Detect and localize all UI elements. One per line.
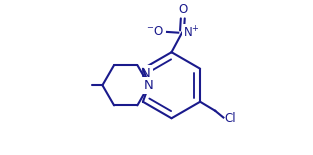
Text: $^{-}$O: $^{-}$O bbox=[146, 25, 164, 38]
Text: N: N bbox=[144, 79, 154, 92]
Text: N$^{+}$: N$^{+}$ bbox=[183, 25, 200, 40]
Text: N: N bbox=[141, 67, 151, 80]
Text: Cl: Cl bbox=[224, 112, 236, 125]
Text: O: O bbox=[178, 3, 187, 16]
Polygon shape bbox=[105, 62, 146, 108]
